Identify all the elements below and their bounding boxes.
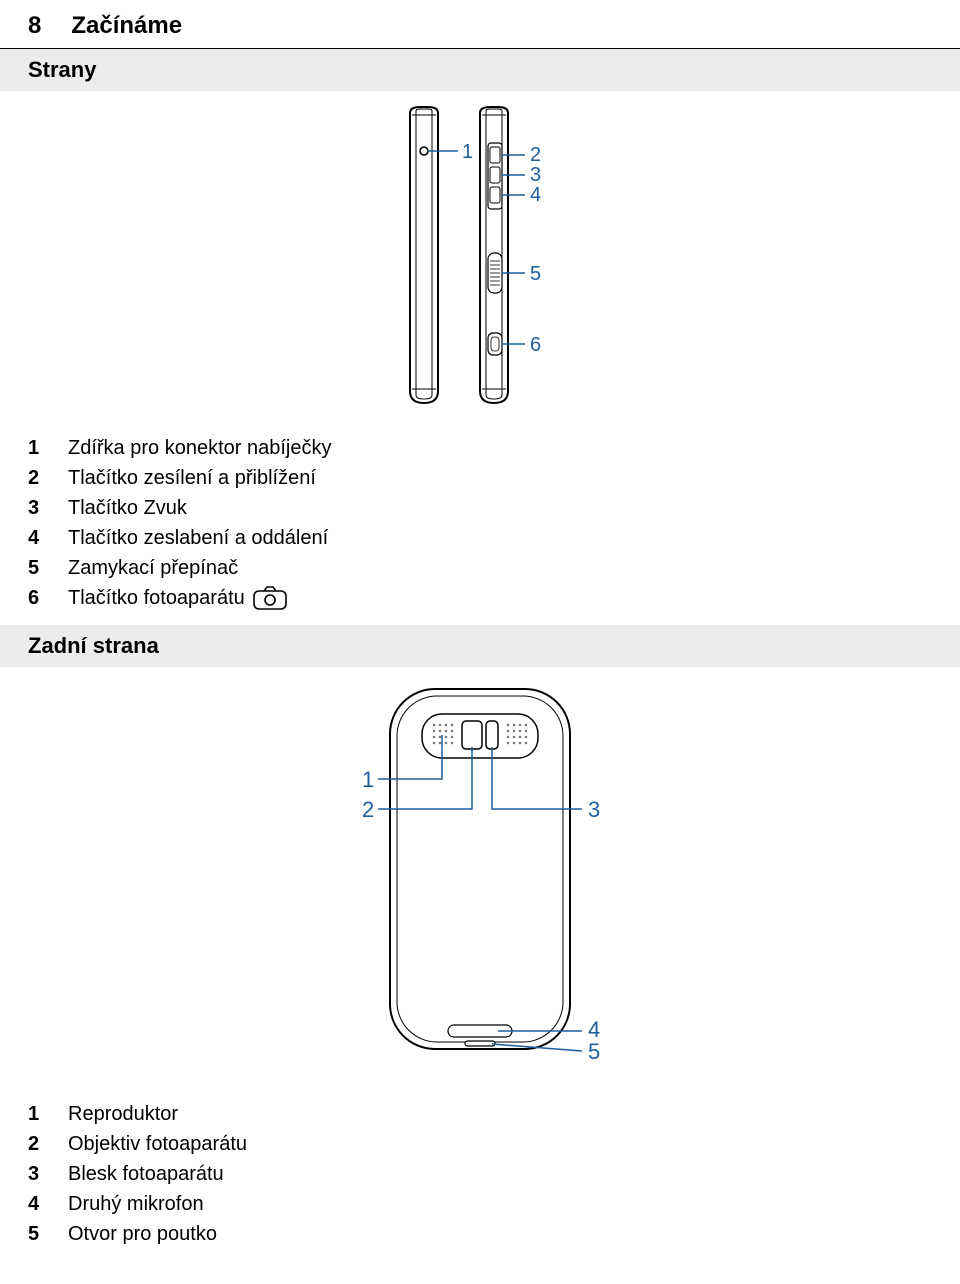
callout-1: 1 [462, 141, 473, 163]
section-sides-title: Strany [0, 49, 960, 91]
item-label: Reproduktor [68, 1099, 178, 1129]
list-item: 3 Tlačítko Zvuk [28, 493, 932, 523]
callout-back-1: 1 [362, 767, 374, 792]
callout-3: 3 [530, 164, 541, 186]
list-item: 4 Druhý mikrofon [28, 1189, 932, 1219]
item-num: 5 [28, 553, 68, 583]
callout-back-2: 2 [362, 797, 374, 822]
item-label: Objektiv fotoaparátu [68, 1129, 247, 1159]
item-label: Tlačítko zesílení a přiblížení [68, 463, 316, 493]
item-num: 4 [28, 523, 68, 553]
item-num: 2 [28, 463, 68, 493]
list-item: 2 Objektiv fotoaparátu [28, 1129, 932, 1159]
item-num: 3 [28, 493, 68, 523]
item-num: 6 [28, 583, 68, 613]
callout-2: 2 [530, 144, 541, 166]
item-num: 1 [28, 433, 68, 463]
sides-list: 1 Zdířka pro konektor nabíječky 2 Tlačít… [0, 433, 960, 625]
list-item: 3 Blesk fotoaparátu [28, 1159, 932, 1189]
list-item: 5 Zamykací přepínač [28, 553, 932, 583]
list-item: 1 Zdířka pro konektor nabíječky [28, 433, 932, 463]
item-num: 1 [28, 1099, 68, 1129]
list-item: 2 Tlačítko zesílení a přiblížení [28, 463, 932, 493]
callout-back-5: 5 [588, 1039, 600, 1064]
item-num: 5 [28, 1219, 68, 1249]
list-item: 6 Tlačítko fotoaparátu [28, 583, 932, 613]
chapter-title: Začínáme [71, 12, 182, 40]
item-label: Tlačítko fotoaparátu [68, 583, 245, 613]
callout-4: 4 [530, 184, 541, 206]
item-label: Zdířka pro konektor nabíječky [68, 433, 331, 463]
section-back-title: Zadní strana [0, 625, 960, 667]
sides-diagram: 1 2 3 4 5 6 [0, 103, 960, 413]
callout-5: 5 [530, 263, 541, 285]
item-label: Druhý mikrofon [68, 1189, 204, 1219]
list-item: 4 Tlačítko zeslabení a oddálení [28, 523, 932, 553]
item-num: 2 [28, 1129, 68, 1159]
list-item: 5 Otvor pro poutko [28, 1219, 932, 1249]
callout-6: 6 [530, 334, 541, 356]
item-label: Tlačítko Zvuk [68, 493, 187, 523]
item-num: 3 [28, 1159, 68, 1189]
list-item: 1 Reproduktor [28, 1099, 932, 1129]
item-label: Zamykací přepínač [68, 553, 238, 583]
camera-icon [253, 586, 287, 610]
page-header: 8 Začínáme [0, 0, 960, 49]
back-list: 1 Reproduktor 2 Objektiv fotoaparátu 3 B… [0, 1099, 960, 1261]
back-diagram: 1 2 3 4 5 [0, 679, 960, 1079]
item-label: Tlačítko zeslabení a oddálení [68, 523, 328, 553]
item-label: Blesk fotoaparátu [68, 1159, 224, 1189]
callout-back-3: 3 [588, 797, 600, 822]
item-num: 4 [28, 1189, 68, 1219]
page-number: 8 [28, 12, 41, 40]
item-label: Otvor pro poutko [68, 1219, 217, 1249]
